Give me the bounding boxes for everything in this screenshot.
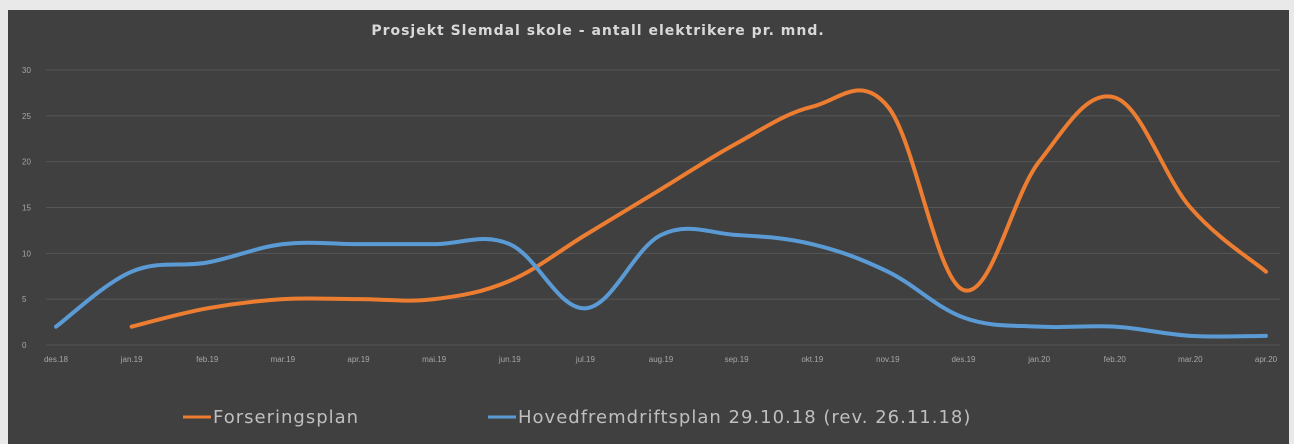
x-tick-label: jan.19 (120, 355, 143, 364)
y-tick-label: 25 (22, 112, 31, 121)
x-tick-label: mar.19 (271, 355, 296, 364)
legend-label: Forseringsplan (213, 407, 359, 428)
x-tick-label: jan.20 (1027, 355, 1050, 364)
x-tick-label: des.18 (44, 355, 69, 364)
legend: Forseringsplan Hovedfremdriftsplan 29.10.… (183, 407, 971, 428)
x-tick-label: jul.19 (575, 355, 596, 364)
series-line-0 (129, 88, 1268, 329)
gridlines (46, 69, 1280, 346)
y-tick-label: 5 (22, 295, 27, 304)
y-tick-label: 10 (22, 249, 31, 258)
x-tick-label: okt.19 (801, 355, 823, 364)
x-tick-label: aug.19 (649, 355, 674, 364)
y-axis-ticks: 0 5 10 15 20 25 30 (22, 66, 31, 350)
x-tick-label: mar.20 (1178, 355, 1203, 364)
y-tick-label: 0 (22, 341, 27, 350)
x-tick-label: nov.19 (876, 355, 900, 364)
y-tick-label: 30 (22, 66, 31, 75)
x-axis-ticks: des.18 jan.19 feb.19 mar.19 apr.19 mai.19 jun.… (44, 355, 1278, 364)
x-tick-label: feb.19 (196, 355, 219, 364)
legend-label: Hovedfremdriftsplan 29.10.18 (rev. 26.11… (518, 407, 971, 428)
x-tick-label: des.19 (951, 355, 976, 364)
x-tick-label: mai.19 (422, 355, 447, 364)
chart-title: Prosjekt Slemdal skole - antall elektrik… (371, 23, 824, 39)
y-tick-label: 20 (22, 158, 31, 167)
y-tick-label: 15 (22, 204, 31, 213)
series-line-1 (54, 226, 1268, 339)
x-tick-label: feb.20 (1104, 355, 1127, 364)
x-tick-label: jun.19 (498, 355, 521, 364)
x-tick-label: apr.19 (347, 355, 370, 364)
line-chart: Prosjekt Slemdal skole - antall elektrik… (22, 23, 1280, 428)
x-tick-label: apr.20 (1255, 355, 1278, 364)
series-lines (54, 88, 1268, 339)
chart-area: Prosjekt Slemdal skole - antall elektrik… (8, 10, 1289, 444)
x-tick-label: sep.19 (725, 355, 750, 364)
